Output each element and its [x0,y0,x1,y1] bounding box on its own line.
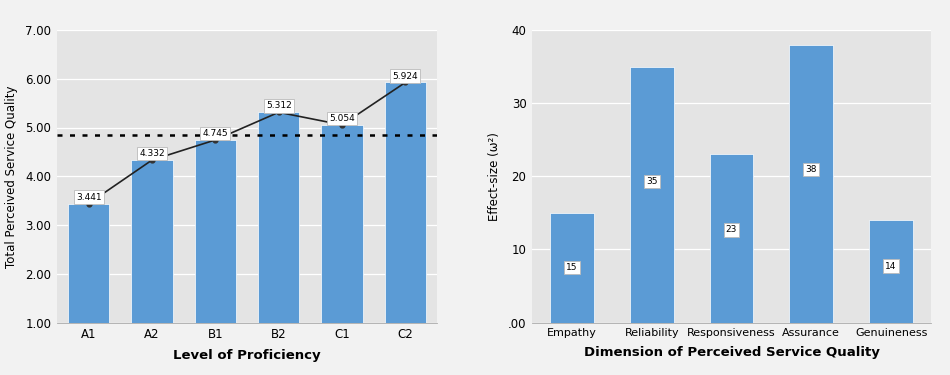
Bar [258,112,299,322]
Bar [385,82,426,322]
Y-axis label: Effect-size (ω²): Effect-size (ω²) [488,132,501,220]
Bar [789,45,833,322]
Bar [195,140,236,322]
Text: 35: 35 [646,177,657,186]
Bar [710,154,753,322]
X-axis label: Level of Proficiency: Level of Proficiency [173,350,321,362]
Text: 4.332: 4.332 [140,149,164,158]
Bar [68,204,109,322]
Y-axis label: Total Perceived Service Quality: Total Perceived Service Quality [6,85,18,267]
Text: 14: 14 [885,262,897,271]
Text: 15: 15 [566,263,578,272]
Text: 23: 23 [726,225,737,234]
Text: 3.441: 3.441 [76,192,102,201]
Bar [131,160,173,322]
Text: 5.924: 5.924 [392,72,418,81]
Text: 5.312: 5.312 [266,101,292,110]
X-axis label: Dimension of Perceived Service Quality: Dimension of Perceived Service Quality [583,346,880,359]
Bar [550,213,594,322]
Text: 4.745: 4.745 [202,129,228,138]
Bar [630,67,674,322]
Text: 38: 38 [806,165,817,174]
Bar [869,220,913,322]
Bar [321,125,363,322]
Text: 5.054: 5.054 [329,114,355,123]
